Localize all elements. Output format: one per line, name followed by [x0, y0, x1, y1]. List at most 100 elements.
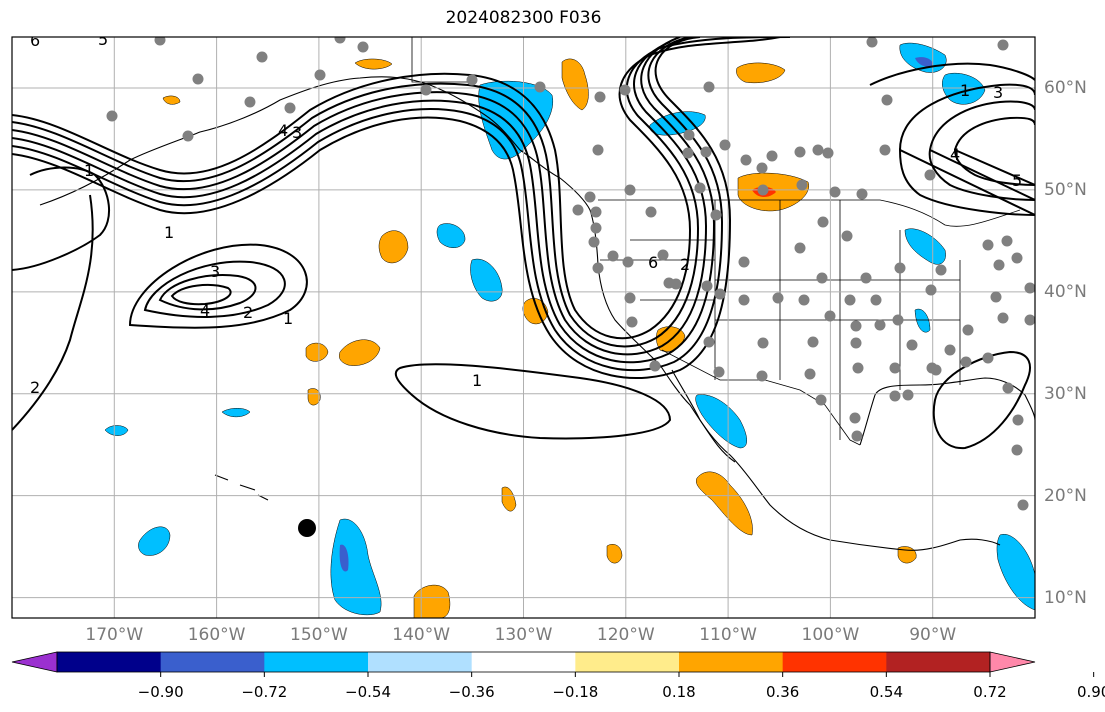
station-dot [902, 389, 914, 401]
coast-alaska-aleutians [39, 76, 561, 206]
station-dot [807, 336, 819, 348]
longitude-tick-label: 170°W [85, 625, 144, 645]
contour-pacific-high-1 [128, 243, 308, 329]
station-dot [106, 110, 118, 122]
station-dot [815, 394, 827, 406]
contour-label: 3 [993, 83, 1003, 102]
station-dot [590, 206, 602, 218]
station-dot [757, 337, 769, 349]
station-dot [284, 102, 296, 114]
colorbar-tick-label: −0.72 [241, 683, 288, 701]
station-dot [619, 84, 631, 96]
contour-pacific-high-2 [143, 260, 286, 318]
station-dot [590, 222, 602, 234]
contour-jet-4 [12, 37, 716, 364]
station-dot [738, 256, 750, 268]
negative-patch-labrador [942, 72, 986, 105]
station-dot [906, 339, 918, 351]
contour-east-low-2 [928, 100, 1035, 201]
map-frame [11, 36, 1036, 619]
positive-patch-mexico [696, 471, 753, 536]
shaded-anomaly-field [104, 42, 1035, 618]
station-dot [466, 74, 478, 86]
colorbar-segment [160, 652, 265, 672]
latitude-tick-label: 50°N [1044, 179, 1087, 200]
contour-low-outer [12, 166, 111, 431]
station-dot [738, 294, 750, 306]
negative-patch-small-1 [138, 526, 171, 556]
station-dot [757, 184, 769, 196]
contour-label: 2 [243, 303, 253, 322]
longitude-tick-label: 100°W [801, 625, 860, 645]
station-dot [850, 320, 862, 332]
contour-label: 2 [30, 378, 40, 397]
station-dot [1024, 314, 1035, 326]
station-dot [572, 204, 584, 216]
coast-gulf-of-mexico [859, 377, 1035, 446]
station-dot [894, 262, 906, 274]
negative-patch-pacific-core [339, 544, 349, 572]
station-dot [866, 37, 878, 48]
negative-patch-great-lakes [904, 228, 946, 265]
station-dot [624, 184, 636, 196]
positive-patch-pacific-5 [413, 584, 451, 618]
contour-label: 6 [30, 31, 40, 50]
station-dot [1002, 382, 1014, 394]
negative-patch-baja [695, 394, 747, 449]
colorbar-segment [368, 652, 473, 672]
colorbar-extend-high [989, 651, 1036, 673]
station-dot [588, 236, 600, 248]
station-dot [1017, 499, 1029, 511]
latitude-tick-label: 20°N [1044, 485, 1087, 506]
station-dot [990, 291, 1002, 303]
longitude-tick-label: 120°W [596, 625, 655, 645]
station-dot [960, 356, 972, 368]
contour-labels: 6 5 4 3 1 3 4 2 1 1 1 2 1 3 4 5 6 2 [30, 31, 1022, 397]
station-dot [850, 337, 862, 349]
station-dot [756, 162, 768, 174]
station-dot [663, 277, 675, 289]
station-dot [703, 81, 715, 93]
positive-patch-small-g [162, 95, 181, 105]
contour-label: 1 [960, 81, 970, 100]
longitude-tick-label: 90°W [909, 625, 957, 645]
station-dot [694, 182, 706, 194]
station-dot [944, 344, 956, 356]
colorbar-tick-label: 0.36 [765, 683, 800, 701]
contour-east-low-3 [953, 116, 1035, 186]
longitude-tick-label: 130°W [494, 625, 553, 645]
station-dot [924, 169, 936, 181]
station-dot [997, 312, 1009, 324]
latitude-tick-label: 10°N [1044, 587, 1087, 608]
colorbar-tick-label: −0.54 [345, 683, 391, 701]
station-dot [841, 230, 853, 242]
positive-patch-small-e [501, 486, 517, 512]
station-dot [607, 250, 619, 262]
station-dot [879, 144, 891, 156]
station-dot [852, 362, 864, 374]
station-dot [713, 366, 725, 378]
station-dot [756, 370, 768, 382]
negative-patch-pacific-south [330, 518, 382, 616]
station-dot [935, 264, 947, 276]
contour-label: 3 [210, 262, 220, 281]
contour-pacific-high-4 [170, 283, 232, 306]
negative-patch-pacific-mid2 [470, 258, 503, 302]
station-dot [874, 319, 886, 331]
chart-title: 2024082300 F036 [445, 8, 602, 28]
colorbar-tick-label: 0.72 [973, 683, 1007, 701]
station-dot [719, 139, 731, 151]
contour-lines [12, 37, 1035, 450]
station-dot [817, 216, 829, 228]
border-alaska-canada [411, 37, 475, 83]
longitude-tick-label: 140°W [392, 625, 451, 645]
contour-label: 2 [680, 255, 690, 274]
contour-east-low-1 [898, 83, 1035, 216]
station-dot [772, 292, 784, 304]
station-dot [700, 146, 712, 158]
colorbar-segment [782, 652, 887, 672]
station-dot [794, 146, 806, 158]
station-dot [649, 360, 661, 372]
station-dot [804, 368, 816, 380]
station-dot [982, 239, 994, 251]
